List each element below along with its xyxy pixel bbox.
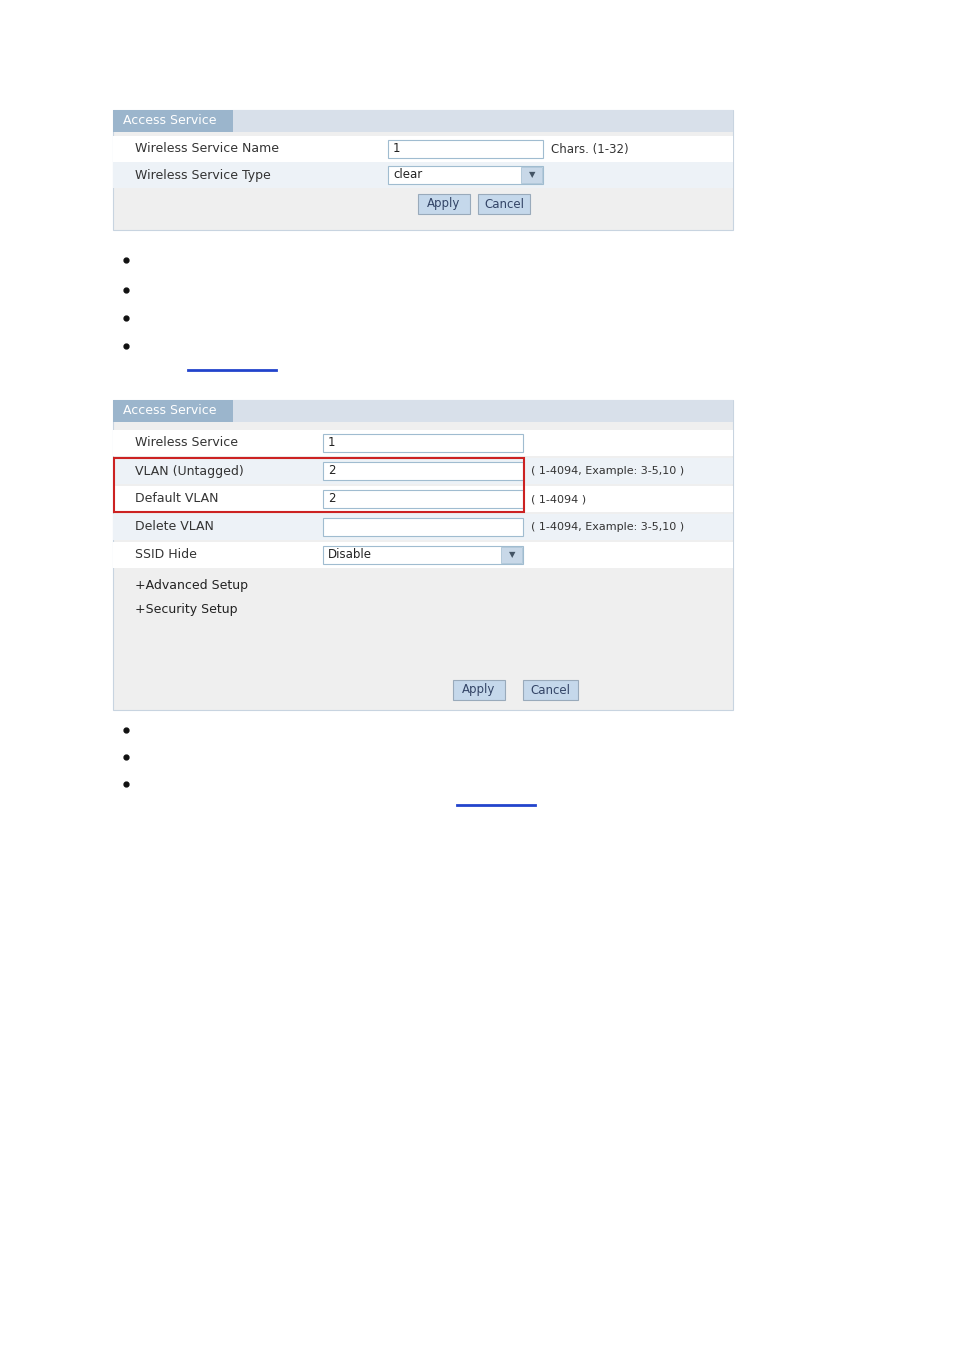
Bar <box>323 433 522 452</box>
Bar <box>233 400 732 423</box>
Text: ( 1-4094 ): ( 1-4094 ) <box>531 494 585 504</box>
Bar <box>323 545 522 564</box>
Text: Apply: Apply <box>462 683 496 697</box>
Bar <box>113 458 523 512</box>
Bar <box>323 462 522 481</box>
Text: Apply: Apply <box>427 197 460 211</box>
Bar <box>520 167 541 184</box>
Text: Cancel: Cancel <box>483 197 523 211</box>
Text: Wireless Service: Wireless Service <box>135 436 237 450</box>
Bar <box>112 400 233 423</box>
Text: clear: clear <box>393 169 422 181</box>
Text: VLAN (Untagged): VLAN (Untagged) <box>135 464 244 478</box>
Text: Wireless Service Type: Wireless Service Type <box>135 169 271 181</box>
Bar <box>323 518 522 536</box>
Bar <box>112 458 732 485</box>
Text: 2: 2 <box>328 464 335 478</box>
Bar <box>233 109 732 132</box>
Bar <box>112 162 732 188</box>
Bar <box>417 194 470 215</box>
Text: Wireless Service Name: Wireless Service Name <box>135 143 278 155</box>
Text: Delete VLAN: Delete VLAN <box>135 521 213 533</box>
Bar <box>112 136 732 162</box>
Text: +Advanced Setup: +Advanced Setup <box>135 579 248 593</box>
Text: Disable: Disable <box>328 548 372 562</box>
Bar <box>112 486 732 512</box>
Bar <box>453 680 504 701</box>
Bar <box>477 194 530 215</box>
Bar <box>388 140 542 158</box>
Text: ( 1-4094, Example: 3-5,10 ): ( 1-4094, Example: 3-5,10 ) <box>531 466 683 477</box>
Text: +Security Setup: +Security Setup <box>135 603 237 617</box>
Bar <box>388 166 542 184</box>
Text: 2: 2 <box>328 493 335 505</box>
Bar <box>112 109 732 230</box>
Text: Access Service: Access Service <box>123 115 216 127</box>
Bar <box>112 431 732 456</box>
Text: 1: 1 <box>393 143 400 155</box>
Text: Chars. (1-32): Chars. (1-32) <box>551 143 628 155</box>
Bar <box>522 680 578 701</box>
Text: ▼: ▼ <box>508 551 515 559</box>
Bar <box>500 547 521 563</box>
Text: 1: 1 <box>328 436 335 450</box>
Text: SSID Hide: SSID Hide <box>135 548 196 562</box>
Text: ▼: ▼ <box>528 170 535 180</box>
Text: Cancel: Cancel <box>530 683 570 697</box>
Text: Default VLAN: Default VLAN <box>135 493 218 505</box>
Text: ( 1-4094, Example: 3-5,10 ): ( 1-4094, Example: 3-5,10 ) <box>531 522 683 532</box>
Bar <box>323 490 522 508</box>
Bar <box>112 400 732 710</box>
Bar <box>112 109 233 132</box>
Bar <box>112 514 732 540</box>
Bar <box>112 541 732 568</box>
Text: Access Service: Access Service <box>123 405 216 417</box>
